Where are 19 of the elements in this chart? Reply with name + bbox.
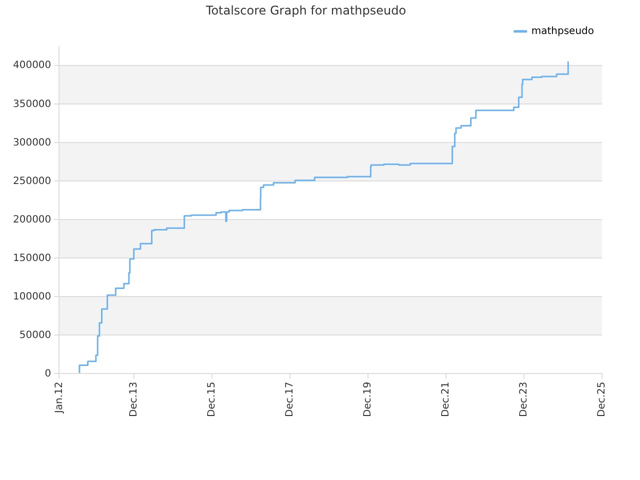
x-tick-label: Dec.21	[440, 382, 452, 418]
x-tick-label: Dec.19	[362, 382, 374, 418]
y-tick-label: 0	[44, 368, 52, 380]
y-tick-label: 200000	[12, 214, 52, 226]
x-tick-label: Jan.12	[54, 382, 65, 414]
y-tick-label: 300000	[12, 137, 52, 148]
chart-title: Totalscore Graph for mathpseudo	[204, 3, 406, 18]
y-tick-label: 250000	[12, 176, 52, 187]
x-tick-label: Dec.17	[284, 382, 296, 418]
y-tick-label: 350000	[12, 98, 52, 110]
y-tick-label: 100000	[12, 291, 52, 302]
x-tick-label: Dec.25	[596, 382, 608, 418]
x-tick-label: Dec.13	[128, 382, 140, 418]
legend-label: mathpseudo	[531, 26, 594, 37]
y-tick-label: 150000	[12, 252, 52, 264]
x-tick-label: Dec.15	[206, 382, 218, 418]
y-tick-label: 50000	[19, 330, 52, 341]
x-tick-label: Dec.23	[518, 382, 530, 418]
y-tick-label: 400000	[12, 60, 52, 72]
